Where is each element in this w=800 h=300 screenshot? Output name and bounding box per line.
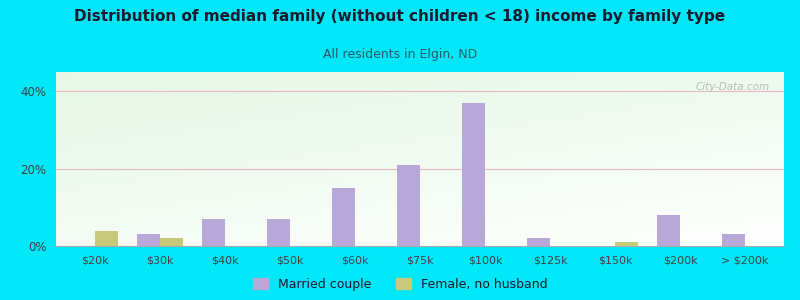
Legend: Married couple, Female, no husband: Married couple, Female, no husband bbox=[253, 278, 547, 291]
Bar bbox=[462, 103, 485, 246]
Bar bbox=[202, 219, 225, 246]
Bar bbox=[95, 230, 118, 246]
Bar bbox=[138, 234, 160, 246]
Bar bbox=[658, 215, 680, 246]
Text: City-Data.com: City-Data.com bbox=[695, 82, 770, 92]
Bar bbox=[160, 238, 182, 246]
Text: Distribution of median family (without children < 18) income by family type: Distribution of median family (without c… bbox=[74, 9, 726, 24]
Bar bbox=[332, 188, 355, 246]
Text: All residents in Elgin, ND: All residents in Elgin, ND bbox=[323, 48, 477, 61]
Bar bbox=[267, 219, 290, 246]
Bar bbox=[398, 165, 420, 246]
Bar bbox=[722, 234, 745, 246]
Bar bbox=[615, 242, 638, 246]
Bar bbox=[527, 238, 550, 246]
